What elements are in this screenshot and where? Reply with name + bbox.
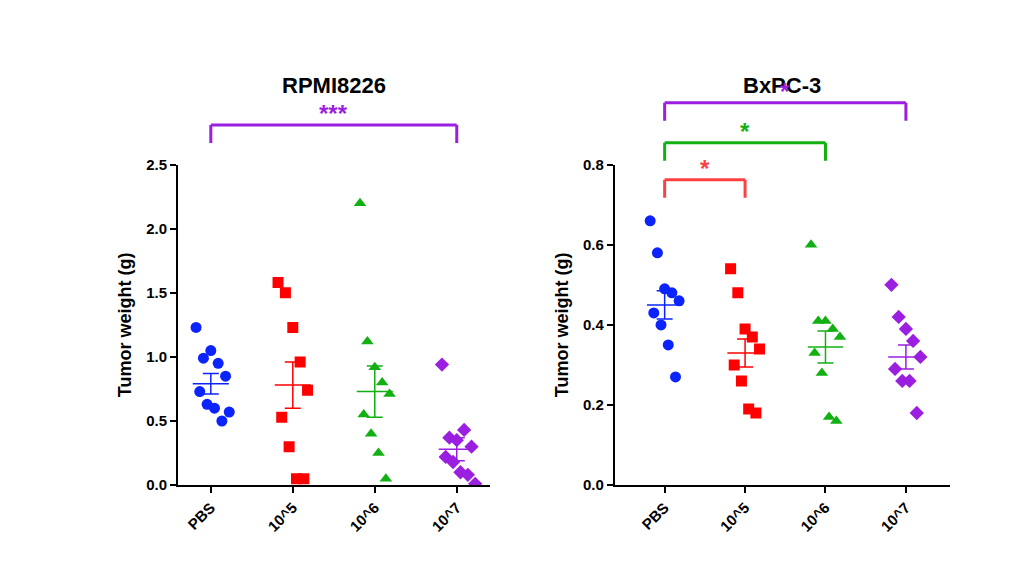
svg-text:Tumor weight (g): Tumor weight (g) [552,253,572,398]
svg-text:0.5: 0.5 [146,412,167,429]
svg-text:10^5: 10^5 [717,499,753,535]
svg-text:0.0: 0.0 [146,476,167,493]
svg-text:PBS: PBS [638,499,672,533]
svg-text:***: *** [319,100,348,127]
svg-text:*: * [700,155,710,182]
svg-text:0.4: 0.4 [583,316,605,333]
svg-text:0.8: 0.8 [583,156,604,173]
svg-text:2.0: 2.0 [146,220,167,237]
svg-text:RPMI8226: RPMI8226 [282,73,386,98]
svg-text:10^7: 10^7 [428,499,464,535]
svg-text:10^5: 10^5 [264,499,300,535]
svg-text:1.5: 1.5 [146,284,167,301]
svg-text:2.5: 2.5 [146,156,167,173]
svg-text:0.0: 0.0 [583,476,604,493]
svg-text:10^7: 10^7 [877,499,913,535]
svg-text:0.2: 0.2 [583,396,604,413]
svg-text:*: * [780,78,790,105]
svg-text:*: * [740,118,750,145]
svg-text:0.6: 0.6 [583,236,604,253]
svg-text:PBS: PBS [184,499,218,533]
svg-text:10^6: 10^6 [797,499,833,535]
svg-text:Tumor weight (g): Tumor weight (g) [115,253,135,398]
svg-text:10^6: 10^6 [346,499,382,535]
svg-text:BxPC-3: BxPC-3 [743,73,821,98]
svg-text:1.0: 1.0 [146,348,167,365]
